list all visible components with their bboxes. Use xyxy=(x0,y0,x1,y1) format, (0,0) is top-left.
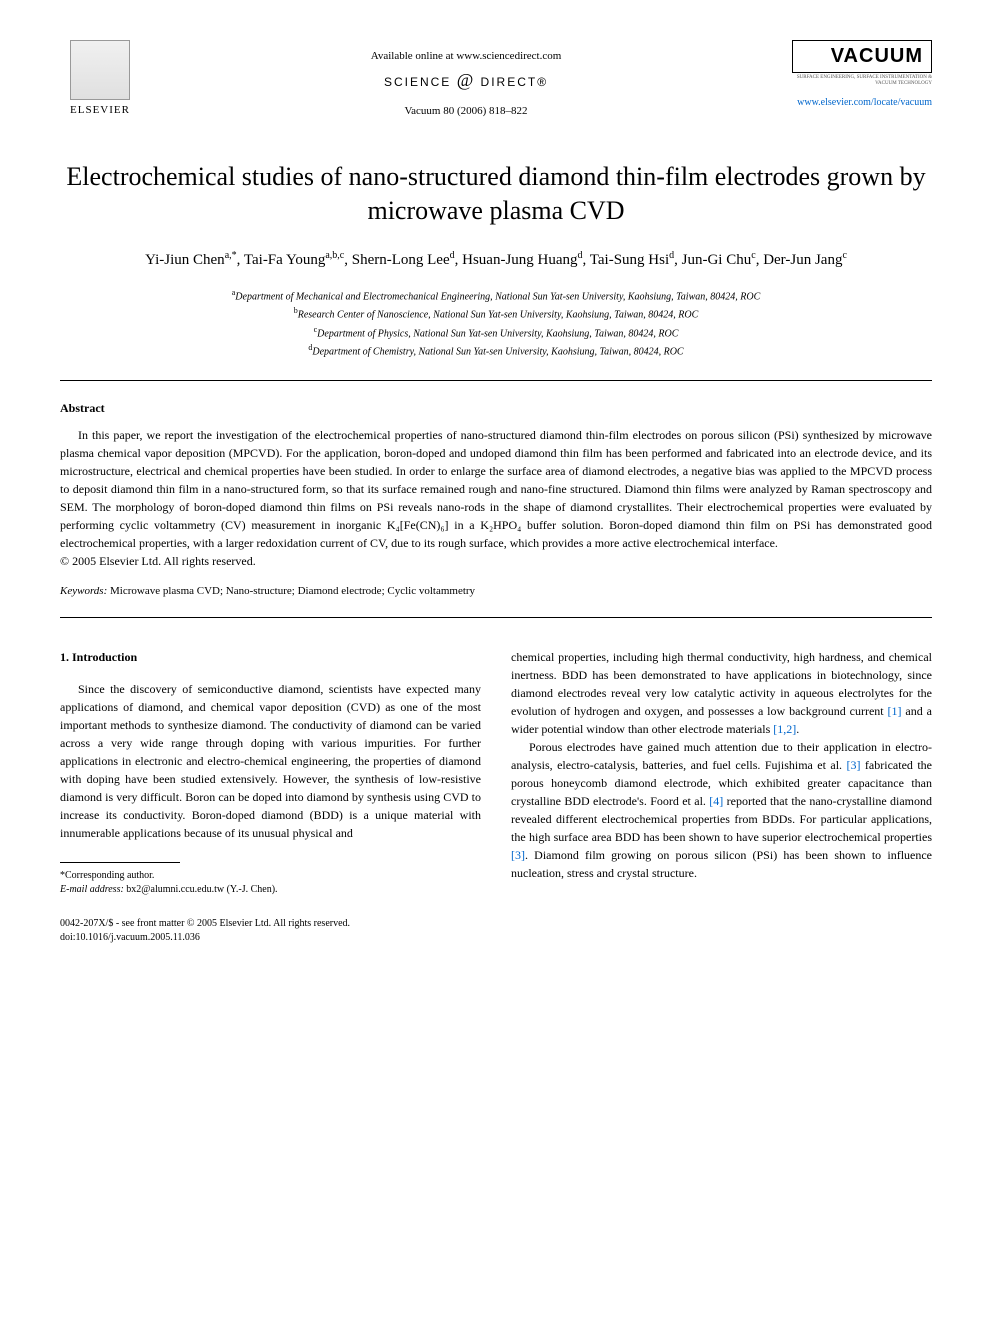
footer: 0042-207X/$ - see front matter © 2005 El… xyxy=(60,917,481,945)
journal-name: VACUUM xyxy=(792,40,932,73)
intro-paragraph-1-cont: chemical properties, including high ther… xyxy=(511,648,932,738)
available-online-text: Available online at www.sciencedirect.co… xyxy=(140,50,792,62)
header-center: Available online at www.sciencedirect.co… xyxy=(140,40,792,117)
sd-word1: SCIENCE xyxy=(384,75,451,89)
ref-link[interactable]: [3] xyxy=(847,758,861,772)
abstract-text: In this paper, we report the investigati… xyxy=(60,426,932,552)
keywords-label: Keywords: xyxy=(60,585,107,597)
keywords: Keywords: Microwave plasma CVD; Nano-str… xyxy=(60,585,932,597)
abstract-copyright: © 2005 Elsevier Ltd. All rights reserved… xyxy=(60,554,932,569)
corresponding-author: *Corresponding author. xyxy=(60,869,481,883)
elsevier-tree-icon xyxy=(70,40,130,100)
intro-paragraph-2: Porous electrodes have gained much atten… xyxy=(511,738,932,882)
author: Tai-Fa Younga,b,c xyxy=(244,252,344,268)
footer-line1: 0042-207X/$ - see front matter © 2005 El… xyxy=(60,917,481,931)
publisher-logo: ELSEVIER xyxy=(60,40,140,130)
rule-bottom xyxy=(60,617,932,618)
ref-link[interactable]: [3] xyxy=(511,848,525,862)
sd-at-icon: @ xyxy=(457,70,476,90)
author: Yi-Jiun Chena,* xyxy=(145,252,237,268)
journal-link[interactable]: www.elsevier.com/locate/vacuum xyxy=(792,97,932,108)
publisher-name: ELSEVIER xyxy=(70,104,130,116)
article-title: Electrochemical studies of nano-structur… xyxy=(60,160,932,228)
sd-word2: DIRECT® xyxy=(481,75,549,89)
intro-paragraph-1: Since the discovery of semiconductive di… xyxy=(60,680,481,842)
affiliation: bResearch Center of Nanoscience, Nationa… xyxy=(60,305,932,323)
footer-line2: doi:10.1016/j.vacuum.2005.11.036 xyxy=(60,931,481,945)
email-line: E-mail address: bx2@alumni.ccu.edu.tw (Y… xyxy=(60,883,481,897)
abstract-heading: Abstract xyxy=(60,401,932,416)
affiliations: aDepartment of Mechanical and Electromec… xyxy=(60,287,932,360)
authors-list: Yi-Jiun Chena,*, Tai-Fa Younga,b,c, Sher… xyxy=(60,248,932,272)
journal-box: VACUUM SURFACE ENGINEERING, SURFACE INST… xyxy=(792,40,932,108)
email-address: bx2@alumni.ccu.edu.tw (Y.-J. Chen). xyxy=(126,884,277,895)
author: Tai-Sung Hsid xyxy=(590,252,674,268)
author: Der-Jun Jangc xyxy=(763,252,847,268)
header-row: ELSEVIER Available online at www.science… xyxy=(60,40,932,130)
section-heading: 1. Introduction xyxy=(60,648,481,666)
journal-subtitle: SURFACE ENGINEERING, SURFACE INSTRUMENTA… xyxy=(792,75,932,87)
keywords-text: Microwave plasma CVD; Nano-structure; Di… xyxy=(110,585,475,597)
footnote: *Corresponding author. E-mail address: b… xyxy=(60,869,481,897)
body-columns: 1. Introduction Since the discovery of s… xyxy=(60,648,932,945)
rule-top xyxy=(60,380,932,381)
column-right: chemical properties, including high ther… xyxy=(511,648,932,945)
ref-link[interactable]: [1] xyxy=(888,704,902,718)
affiliation: cDepartment of Physics, National Sun Yat… xyxy=(60,324,932,342)
author: Jun-Gi Chuc xyxy=(682,252,756,268)
ref-link[interactable]: [1,2] xyxy=(773,722,796,736)
science-direct-logo: SCIENCE @ DIRECT® xyxy=(140,70,792,91)
author: Shern-Long Leed xyxy=(352,252,455,268)
affiliation: dDepartment of Chemistry, National Sun Y… xyxy=(60,342,932,360)
column-left: 1. Introduction Since the discovery of s… xyxy=(60,648,481,945)
author: Hsuan-Jung Huangd xyxy=(462,252,582,268)
footnote-rule xyxy=(60,862,180,863)
citation-text: Vacuum 80 (2006) 818–822 xyxy=(140,105,792,117)
ref-link[interactable]: [4] xyxy=(709,794,723,808)
email-label: E-mail address: xyxy=(60,884,124,895)
affiliation: aDepartment of Mechanical and Electromec… xyxy=(60,287,932,305)
